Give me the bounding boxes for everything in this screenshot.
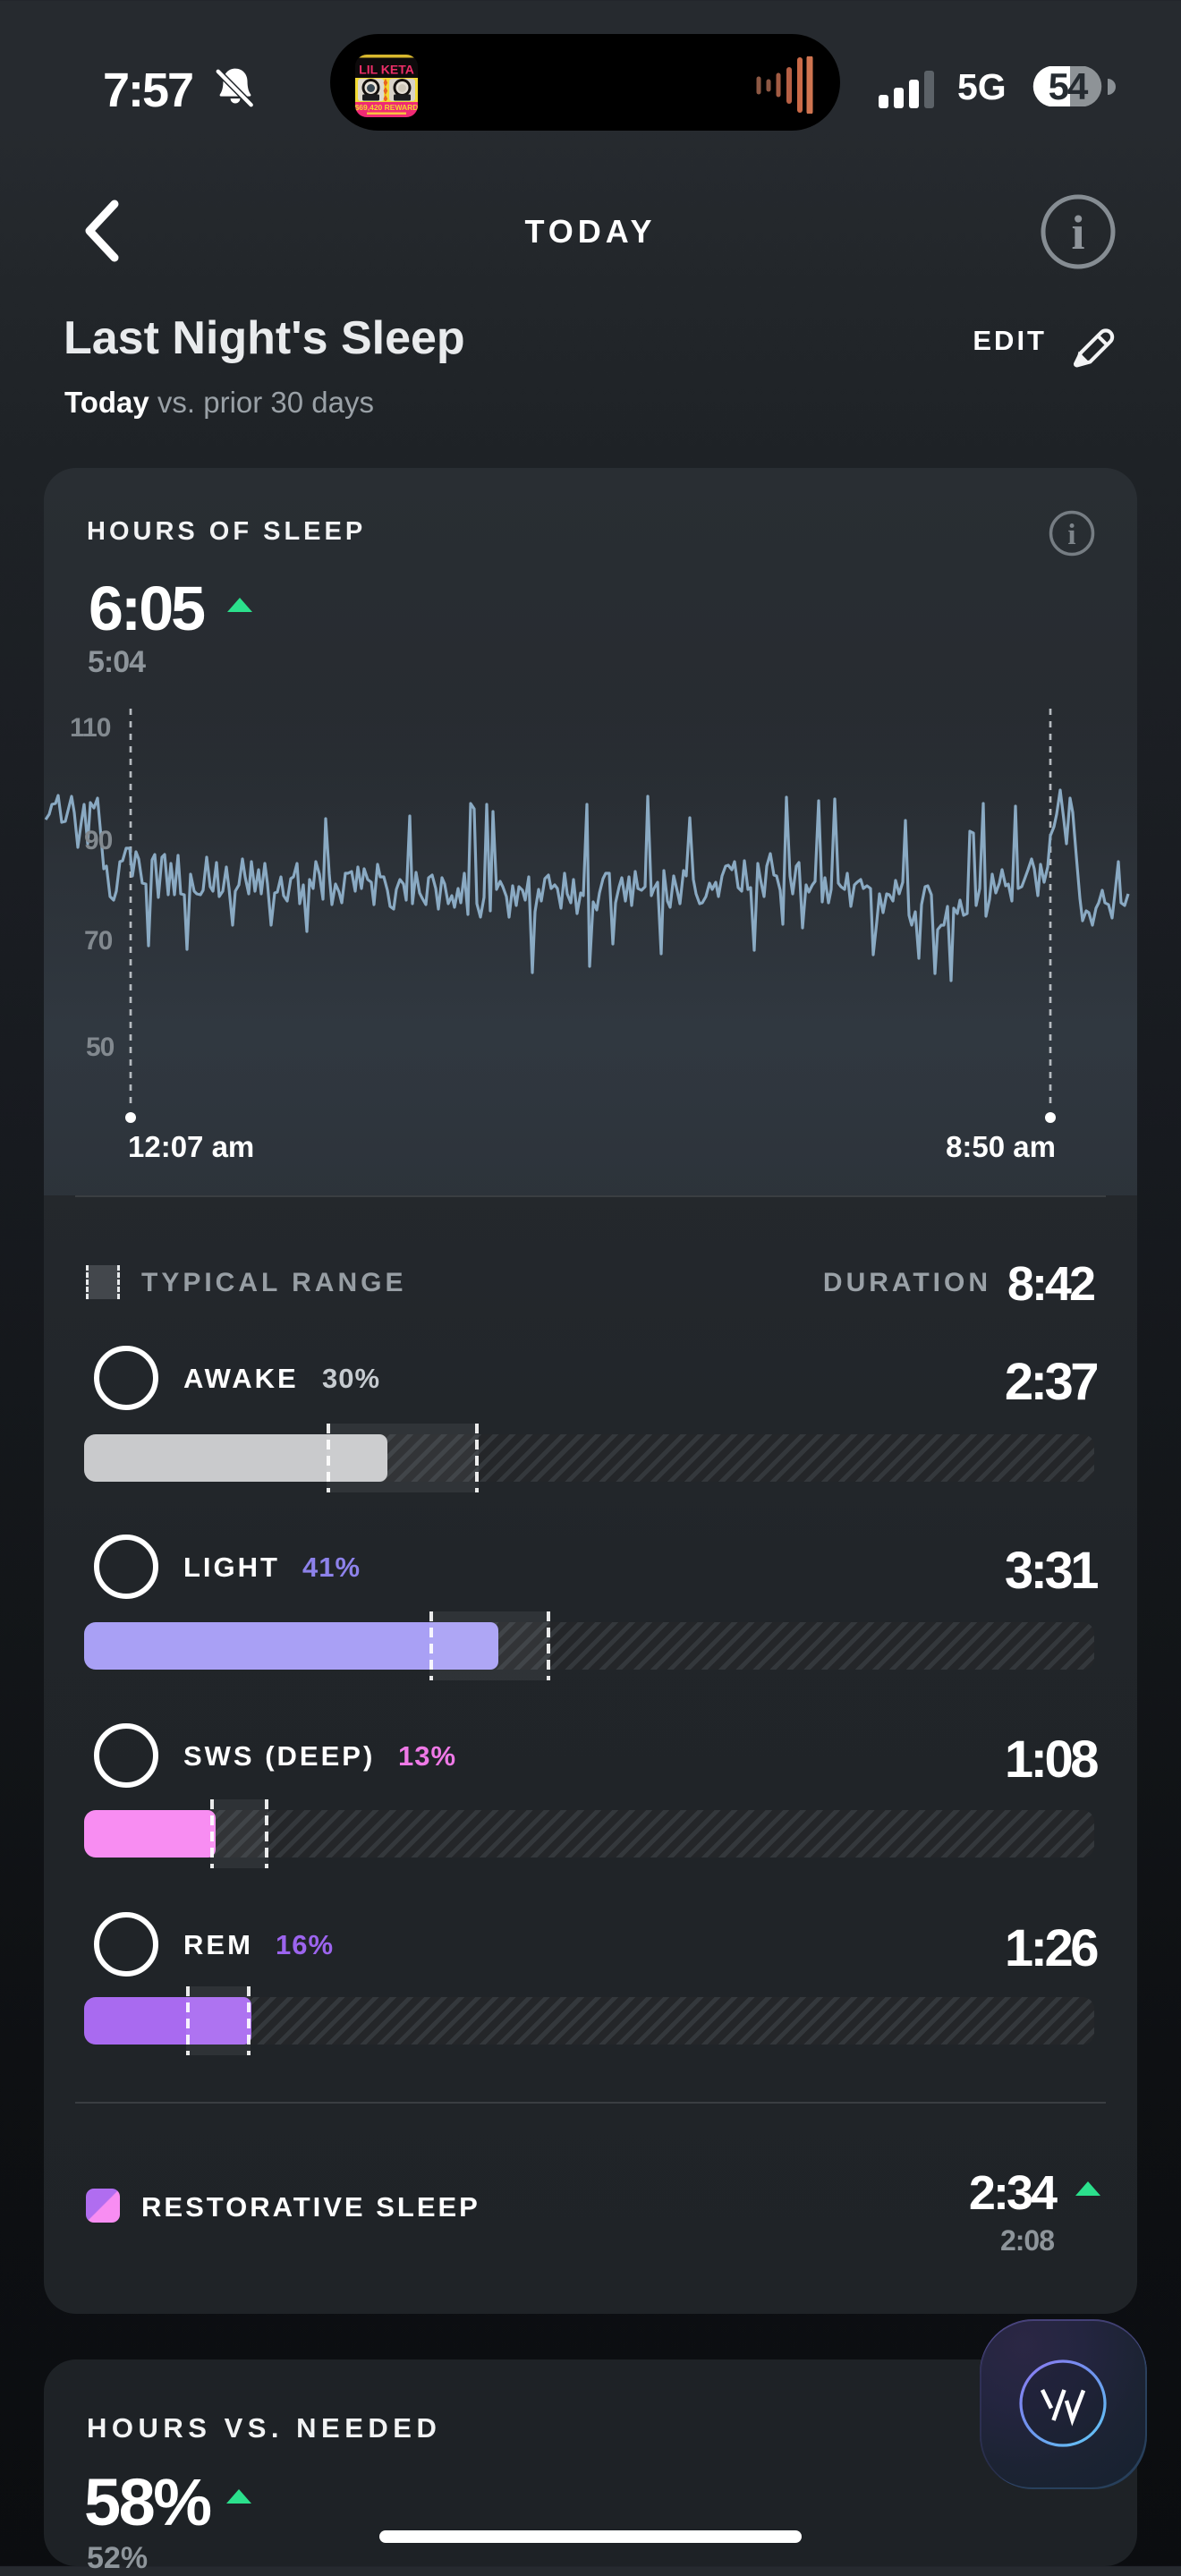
svg-text:LIL KETA: LIL KETA	[359, 63, 414, 77]
svg-text:i: i	[1067, 519, 1075, 551]
svg-text:$69,420 REWARD: $69,420 REWARD	[355, 103, 418, 112]
svg-text:54: 54	[1049, 66, 1089, 107]
svg-text:i: i	[1071, 206, 1084, 259]
